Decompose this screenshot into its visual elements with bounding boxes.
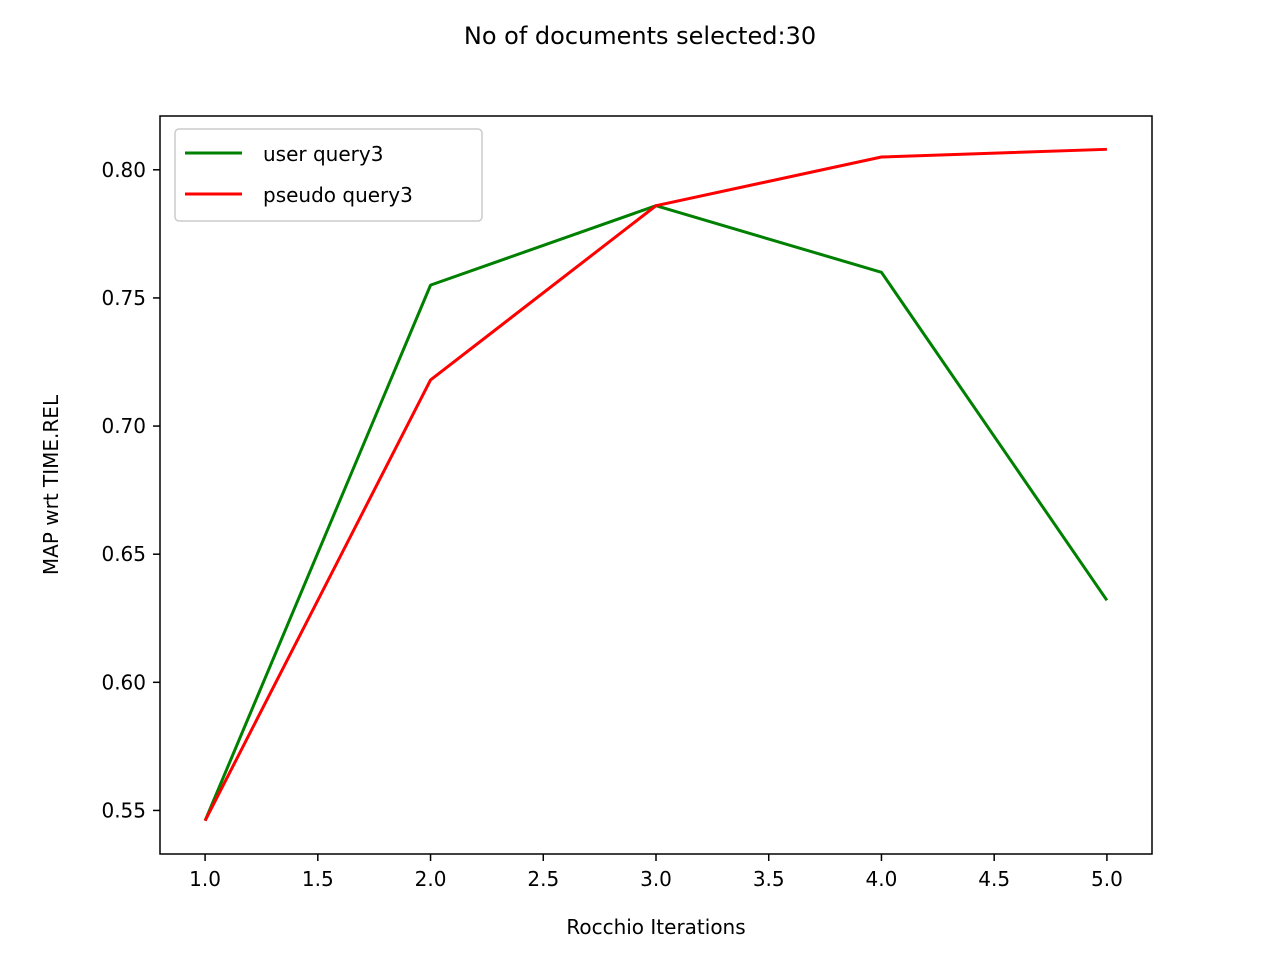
x-tick-label: 4.5 [978, 867, 1010, 891]
x-tick-label: 3.0 [640, 867, 672, 891]
x-axis-ticks: 1.0 1.5 2.0 2.5 3.0 3.5 4.0 4.5 5.0 [189, 854, 1123, 891]
series-layer [203, 147, 1109, 822]
y-tick-label: 0.80 [101, 158, 146, 182]
y-tick-label: 0.70 [101, 414, 146, 438]
x-tick-label: 2.5 [527, 867, 559, 891]
y-tick-label: 0.55 [101, 798, 146, 822]
legend-box [174, 128, 483, 222]
legend-label-pseudo-query3: pseudo query3 [263, 183, 413, 207]
x-axis-label: Rocchio Iterations [566, 915, 745, 939]
x-tick-label: 5.0 [1091, 867, 1123, 891]
y-axis-label: MAP wrt TIME.REL [39, 394, 63, 575]
x-tick-label: 4.0 [866, 867, 898, 891]
y-tick-label: 0.75 [101, 286, 146, 310]
y-axis-ticks: 0.55 0.60 0.65 0.70 0.75 0.80 [101, 158, 160, 822]
legend-label-user-query3: user query3 [263, 142, 383, 166]
legend: user query3 pseudo query3 [174, 128, 483, 222]
y-tick-label: 0.65 [101, 542, 146, 566]
plot-area [159, 115, 1153, 855]
x-tick-label: 2.0 [415, 867, 447, 891]
x-tick-label: 3.5 [753, 867, 785, 891]
chart-title: No of documents selected:30 [464, 22, 816, 50]
series-line-user-query3 [203, 204, 1109, 822]
x-tick-label: 1.5 [302, 867, 334, 891]
series-line-pseudo-query3 [203, 147, 1107, 822]
y-tick-label: 0.60 [101, 670, 146, 694]
x-tick-label: 1.0 [189, 867, 221, 891]
